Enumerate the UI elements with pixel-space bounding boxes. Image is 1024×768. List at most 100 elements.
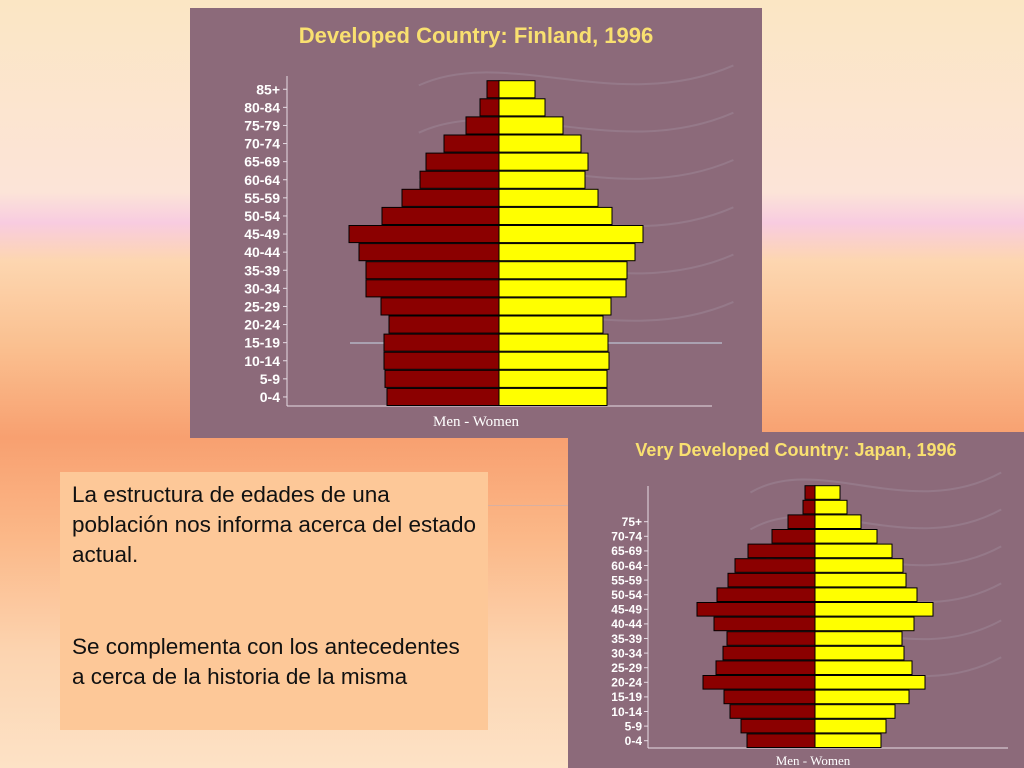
finland-bar-women — [498, 369, 608, 388]
japan-bar-women — [814, 645, 905, 661]
japan-bar-women — [814, 529, 878, 544]
finland-tick-label: 40-44 — [244, 244, 280, 260]
finland-tick-label: 70-74 — [244, 136, 280, 152]
finland-bar-women — [498, 279, 627, 298]
japan-tick-label: 45-49 — [611, 603, 642, 617]
japan-bar-men — [804, 485, 816, 500]
finland-tick-label: 60-64 — [244, 172, 280, 188]
finland-bar-women — [498, 225, 644, 244]
japan-tick-label: 0-4 — [625, 734, 643, 748]
finland-x-axis-label: Men - Women — [432, 414, 519, 430]
japan-tick-label: 65-69 — [611, 544, 642, 558]
japan-bar-women — [814, 558, 904, 573]
japan-tick-label: 10-14 — [611, 705, 642, 719]
japan-bar-women — [814, 514, 862, 530]
finland-bar-women — [498, 152, 589, 171]
finland-chart-title: Developed Country: Finland, 1996 — [298, 23, 654, 48]
japan-tick-label: 70-74 — [611, 530, 642, 544]
finland-pyramid-chart: 0-4 5-9 10-14 15-19 20-24 25-29 30-34 35-39 40-4… — [190, 8, 762, 438]
finland-bar-women — [498, 98, 546, 117]
finland-bar-men — [384, 369, 500, 388]
finland-tick-label: 15-19 — [244, 335, 280, 351]
japan-chart-title: Very Developed Country: Japan, 1996 — [635, 440, 957, 460]
japan-bar-women — [814, 602, 934, 617]
japan-bar-men — [787, 514, 816, 530]
finland-bar-men — [479, 98, 500, 117]
finland-swirl — [418, 64, 734, 87]
japan-bar-men — [716, 587, 816, 602]
finland-tick-label: 55-59 — [244, 190, 280, 206]
finland-tick-label: 0-4 — [260, 389, 280, 405]
finland-tick-label: 20-24 — [244, 317, 280, 333]
finland-tick-label: 50-54 — [244, 208, 280, 224]
finland-bar-men — [401, 188, 500, 207]
japan-bar-women — [814, 485, 841, 500]
finland-bar-women — [498, 297, 612, 316]
explanation-paragraph-1: La estructura de edades de una población… — [72, 482, 477, 567]
finland-tick-label: 75-79 — [244, 117, 280, 133]
japan-bar-men — [747, 543, 816, 559]
finland-tick-label: 30-34 — [244, 280, 280, 296]
japan-bar-women — [814, 499, 848, 515]
finland-bar-men — [358, 243, 500, 262]
japan-bar-men — [727, 572, 816, 588]
finland-bar-men — [381, 206, 500, 225]
explanation-paragraph-2: Se complementa con los antecedentes a ce… — [72, 634, 460, 689]
japan-bar-women — [814, 675, 926, 690]
japan-bar-men — [715, 660, 816, 675]
japan-tick-label: 35-39 — [611, 632, 642, 646]
japan-bar-men — [723, 689, 816, 705]
japan-pyramid-canvas: 0-45-910-1415-1920-2425-2930-3435-3940-4… — [568, 432, 1024, 768]
finland-bar-women — [498, 333, 609, 352]
finland-tick-label: 35-39 — [244, 262, 280, 278]
finland-tick-label: 45-49 — [244, 226, 280, 242]
finland-bar-men — [348, 225, 500, 244]
japan-bar-men — [696, 602, 816, 617]
japan-tick-label: 40-44 — [611, 617, 642, 631]
japan-bar-men — [722, 645, 816, 661]
japan-bar-men — [802, 499, 816, 515]
finland-bar-men — [443, 134, 500, 153]
japan-bar-men — [726, 631, 816, 646]
japan-bar-women — [814, 631, 903, 646]
finland-bar-women — [498, 315, 604, 334]
finland-bar-women — [498, 243, 636, 262]
japan-tick-label: 5-9 — [625, 719, 643, 733]
finland-bar-women — [498, 387, 608, 406]
japan-bar-women — [814, 733, 882, 748]
japan-bar-women — [814, 543, 893, 559]
finland-bar-men — [425, 152, 500, 171]
finland-bar-women — [498, 116, 564, 135]
japan-bar-men — [713, 616, 816, 632]
japan-bar-men — [771, 529, 816, 544]
finland-tick-label: 25-29 — [244, 298, 280, 314]
japan-bar-men — [740, 718, 816, 734]
japan-bar-women — [814, 660, 913, 675]
finland-tick-label: 65-69 — [244, 154, 280, 170]
japan-bar-men — [734, 558, 816, 573]
japan-bar-women — [814, 718, 887, 734]
japan-swirl — [749, 471, 1002, 494]
finland-bar-men — [386, 387, 500, 406]
finland-bar-men — [380, 297, 500, 316]
finland-tick-label: 10-14 — [244, 353, 280, 369]
japan-bar-men — [746, 733, 816, 748]
japan-bar-women — [814, 616, 915, 632]
finland-bar-men — [465, 116, 500, 135]
explanation-text-box: La estructura de edades de una población… — [60, 472, 488, 730]
japan-pyramid-chart: 0-4 5-9 10-14 15-19 20-24 25-29 30-34 35-39 40-4… — [568, 432, 1024, 768]
japan-swirl — [749, 508, 1002, 531]
japan-bar-women — [814, 587, 918, 602]
finland-bar-men — [388, 315, 500, 334]
finland-tick-label: 85+ — [256, 81, 280, 97]
japan-tick-label: 15-19 — [611, 690, 642, 704]
japan-tick-label: 60-64 — [611, 559, 642, 573]
japan-tick-label: 25-29 — [611, 661, 642, 675]
finland-bar-women — [498, 261, 628, 280]
japan-tick-label: 55-59 — [611, 573, 642, 587]
japan-tick-label: 20-24 — [611, 676, 642, 690]
finland-pyramid-canvas: 0-4 5-9 10-14 15-19 20-24 25-29 30-34 35-39 40-4… — [190, 8, 762, 438]
japan-bar-women — [814, 689, 910, 705]
finland-bar-men — [365, 261, 500, 280]
japan-x-axis-label: Men - Women — [775, 753, 851, 768]
